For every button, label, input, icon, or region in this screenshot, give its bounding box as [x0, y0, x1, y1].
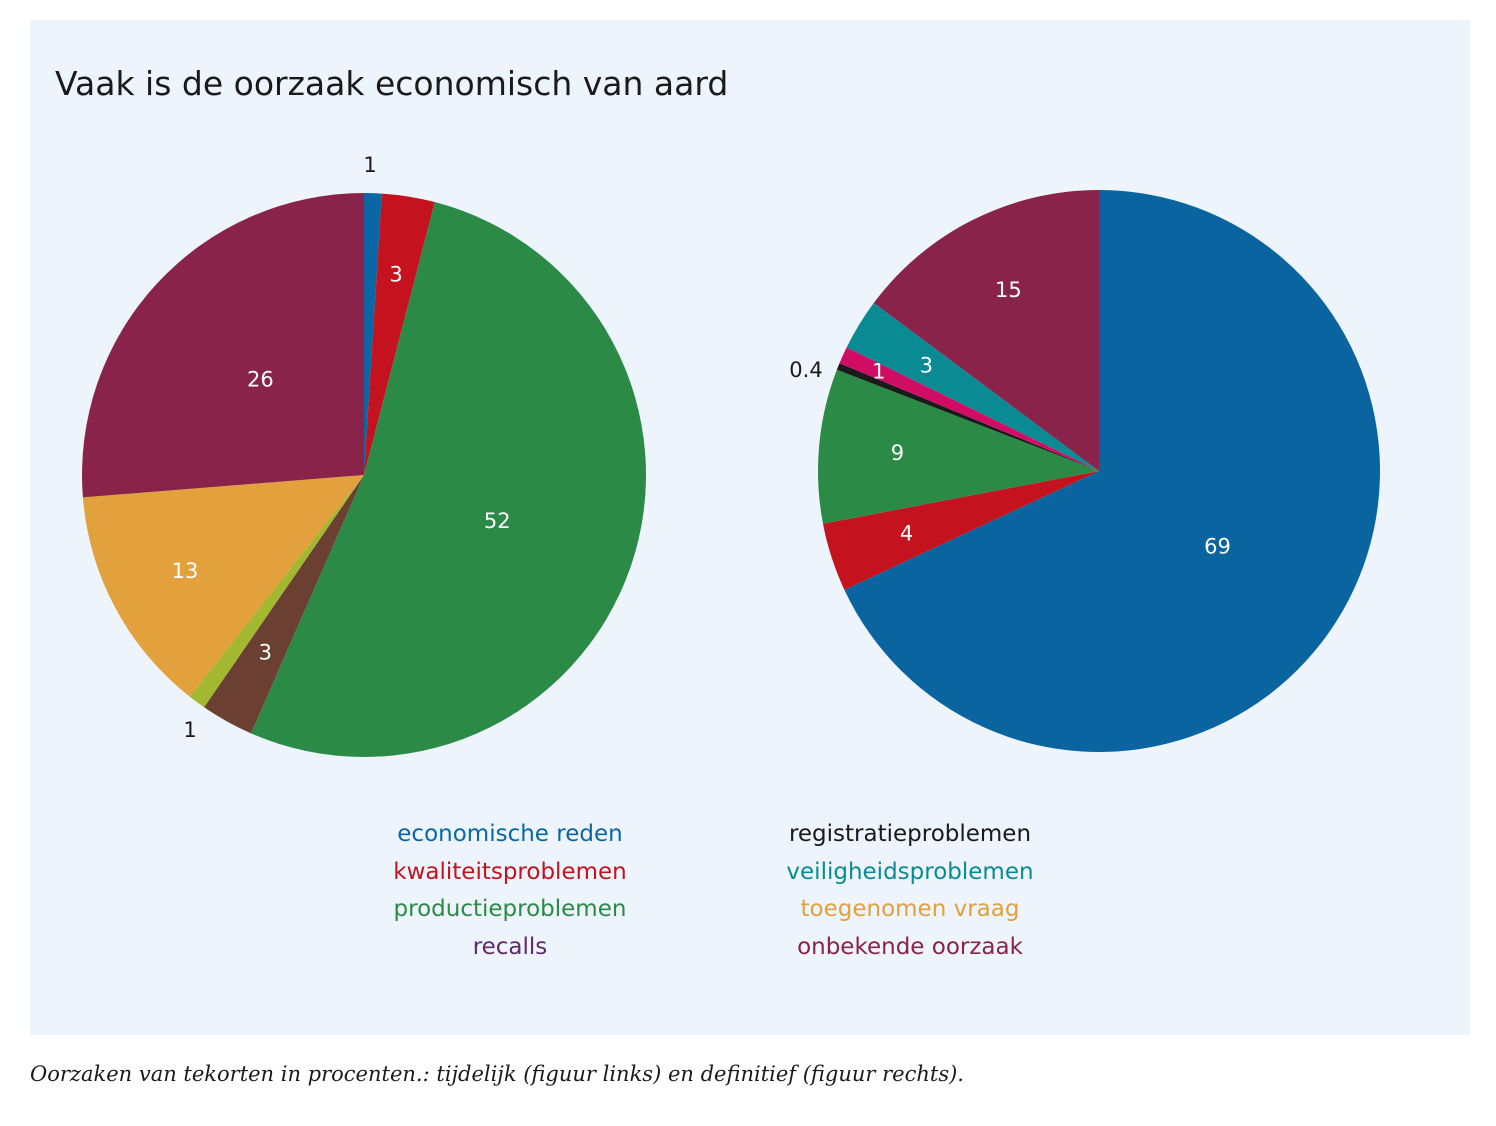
pie-slice	[836, 363, 1099, 471]
chart-panel: Vaak is de oorzaak economisch van aard 1…	[30, 20, 1470, 1035]
slice-label: 9	[891, 441, 904, 465]
chart-title: Vaak is de oorzaak economisch van aard	[55, 64, 729, 103]
slice-label: 1	[872, 359, 885, 383]
pie-slice	[82, 193, 364, 498]
slice-label: 52	[484, 509, 511, 533]
slice-label: 3	[389, 263, 402, 287]
figure-caption: Oorzaken van tekorten in procenten.: tij…	[30, 1062, 964, 1086]
pie-slice	[204, 475, 364, 734]
slice-label: 1	[183, 718, 196, 742]
legend-item: veiligheidsproblemen	[786, 858, 1034, 885]
pie-slice	[873, 190, 1099, 471]
slice-label: 13	[172, 559, 199, 583]
pie-slice	[823, 471, 1099, 590]
pie-slice	[364, 193, 435, 476]
slice-label: 1	[363, 153, 376, 177]
slice-label: 0.4	[789, 358, 822, 382]
pie-chart-2: 69 4 9 0.4 1 3 15	[789, 190, 1380, 752]
legend-item: onbekende oorzaak	[797, 933, 1023, 960]
slice-label: 4	[900, 521, 913, 545]
pie-slice	[250, 202, 646, 757]
slice-label: 3	[259, 640, 272, 664]
pie-slice	[189, 475, 364, 708]
slice-label: 69	[1204, 534, 1231, 558]
slice-label: 15	[995, 278, 1022, 302]
slice-label: 3	[920, 354, 933, 378]
pie-slice	[844, 190, 1380, 752]
pie-slice	[839, 347, 1099, 471]
legend-item: toegenomen vraag	[800, 896, 1020, 922]
pie-slice	[82, 475, 364, 697]
pie-slice	[817, 369, 1099, 524]
pie-slice	[846, 302, 1099, 471]
legend-item: recalls	[472, 933, 548, 960]
legend-item: economische reden	[397, 821, 623, 847]
slice-label: 26	[247, 367, 274, 391]
pie-slice	[364, 193, 382, 475]
legend-item: registratieproblemen	[788, 821, 1032, 847]
legend-right: registratieproblemen veiligheidsproblemen…	[730, 816, 1090, 966]
legend-left: economische reden kwaliteitsproblemen prod…	[330, 816, 690, 966]
legend-item: productieproblemen	[393, 896, 627, 922]
legend-item: kwaliteitsproblemen	[393, 858, 627, 885]
